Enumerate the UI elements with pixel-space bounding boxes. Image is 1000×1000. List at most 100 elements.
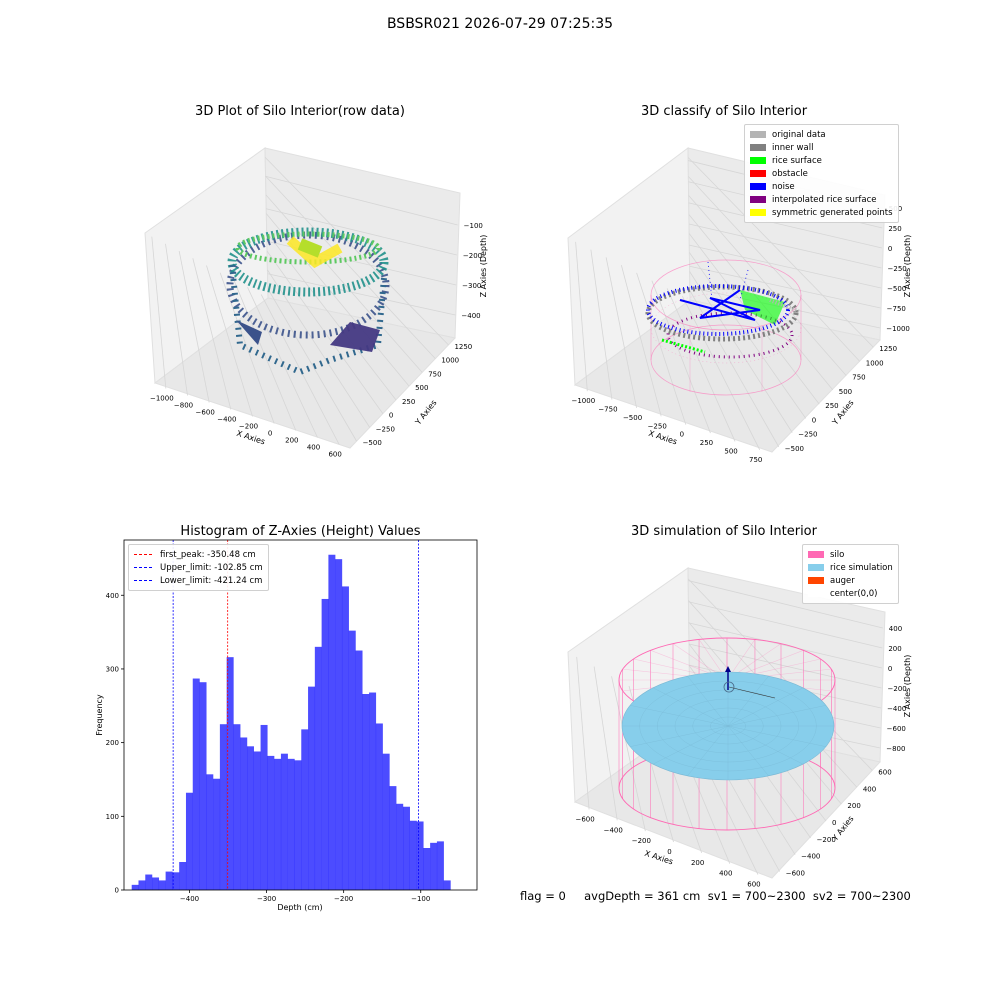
histogram-xtick-label: −400 <box>180 895 199 903</box>
histogram-bar <box>152 877 160 890</box>
simulation-legend: silo rice simulation auger center(0,0) <box>802 544 899 604</box>
simulation-legend-item: center(0,0) <box>808 587 893 600</box>
classify-legend-item: noise <box>750 180 893 193</box>
raw-ytick-label: 1250 <box>454 343 472 351</box>
raw-xtick-label: −400 <box>217 416 236 424</box>
histogram-bar <box>430 842 438 890</box>
classify-zlabel: Z Axies (Depth) <box>903 235 912 298</box>
simulation-legend-item: auger <box>808 574 893 587</box>
raw-ztick-label: −100 <box>464 222 483 230</box>
classify-xtick-label: 250 <box>700 439 713 447</box>
histogram-bar <box>355 650 363 890</box>
simulation-legend-item: rice simulation <box>808 561 893 574</box>
simulation-ztick-label: 0 <box>888 665 892 673</box>
histogram-xtick-label: −100 <box>411 895 430 903</box>
simulation-ytick-label: 600 <box>878 768 891 776</box>
histogram-ylabel: Frequency <box>95 694 104 736</box>
classify-xtick-label: −750 <box>598 406 617 414</box>
simulation-tick-labels: −600 −400 −200 0 200 400 600 −600 −400 −200 0 200 40… <box>575 625 906 889</box>
raw-xlabel: X Axies <box>235 429 266 447</box>
simulation-xtick-label: −400 <box>604 826 623 834</box>
simulation-legend-swatch <box>808 551 824 558</box>
histogram-bars <box>131 554 451 890</box>
classify-legend-swatch <box>750 196 766 203</box>
simulation-legend-label: center(0,0) <box>830 588 878 599</box>
histogram-bar <box>233 724 241 890</box>
classify-ztick-label: 250 <box>888 225 901 233</box>
histogram-legend-line <box>134 567 152 568</box>
classify-legend: original data inner wall rice surface obsta… <box>744 124 899 223</box>
histogram-bar <box>260 724 268 890</box>
histogram-bar <box>369 692 377 890</box>
histogram-bar <box>328 554 336 890</box>
classify-3d-plot: X Axies Y Axies Z Axies (Depth) −1000−75… <box>567 147 912 464</box>
classify-ztick-label: −750 <box>887 305 906 313</box>
histogram-bar <box>185 792 193 890</box>
histogram-bar <box>145 874 153 890</box>
classify-legend-label: original data <box>772 129 826 140</box>
simulation-zlabel: Z Axies (Depth) <box>903 655 912 718</box>
histogram-bar <box>348 630 356 890</box>
classify-legend-swatch <box>750 157 766 164</box>
raw-plot-title: 3D Plot of Silo Interior(row data) <box>195 104 405 119</box>
histogram-bar <box>131 884 139 890</box>
simulation-ztick-label: −200 <box>888 685 907 693</box>
simulation-ytick-label: 400 <box>863 785 876 793</box>
raw-point-cloud <box>226 227 390 376</box>
classify-xtick-label: 500 <box>724 447 737 455</box>
classify-ytick-label: −250 <box>798 431 817 439</box>
histogram-legend-label: Lower_limit: -421.24 cm <box>160 575 263 586</box>
histogram-bar <box>199 682 207 890</box>
histogram-bar <box>138 880 146 890</box>
classify-ytick-label: 750 <box>852 374 865 382</box>
histogram-bar <box>280 753 288 890</box>
histogram-bar <box>219 724 227 890</box>
classify-ytick-label: 0 <box>812 416 816 424</box>
histogram-bar <box>436 841 444 890</box>
histogram-bar <box>301 729 309 890</box>
simulation-plot-title: 3D simulation of Silo Interior <box>631 524 817 539</box>
histogram-title: Histogram of Z-Axies (Height) Values <box>180 524 421 539</box>
raw-xtick-label: −200 <box>239 423 258 431</box>
simulation-legend-label: rice simulation <box>830 562 893 573</box>
histogram-ytick-label: 0 <box>115 887 119 895</box>
histogram-legend: first_peak: -350.48 cm Upper_limit: -102.… <box>128 544 269 591</box>
raw-ytick-label: 750 <box>428 370 441 378</box>
histogram-xtick-label: −300 <box>257 895 276 903</box>
classify-legend-item: original data <box>750 128 893 141</box>
raw-3d-plot: X Axies Y Axies Z Axies (Depth) −1000−80… <box>144 147 488 459</box>
simulation-legend-label: silo <box>830 549 845 560</box>
simulation-ytick-label: −600 <box>786 870 805 878</box>
classify-legend-swatch <box>750 183 766 190</box>
raw-xtick-label: −1000 <box>150 395 174 403</box>
classify-ztick-label: −250 <box>888 265 907 273</box>
raw-xtick-label: 0 <box>268 430 272 438</box>
histogram-bar <box>253 751 261 890</box>
histogram-bar <box>403 806 410 890</box>
raw-ytick-label: 1000 <box>441 357 459 365</box>
histogram-ytick-label: 300 <box>106 665 119 673</box>
raw-tick-labels: −1000−800−600−400−2000200400600−500−2500… <box>150 222 483 459</box>
classify-xtick-label: −500 <box>623 414 642 422</box>
histogram-bar <box>294 760 302 890</box>
simulation-legend-swatch <box>808 590 824 597</box>
histogram-bar <box>274 758 282 890</box>
simulation-legend-item: silo <box>808 548 893 561</box>
simulation-ztick-label: 400 <box>889 625 902 633</box>
raw-ztick-label: −200 <box>463 252 482 260</box>
raw-ytick-label: −250 <box>376 425 395 433</box>
histogram-frame <box>123 539 478 891</box>
classify-legend-label: interpolated rice surface <box>772 194 877 205</box>
classify-legend-swatch <box>750 144 766 151</box>
histogram-bar <box>389 786 397 890</box>
classify-legend-item: interpolated rice surface <box>750 193 893 206</box>
simulation-ztick-label: 200 <box>888 645 901 653</box>
histogram-bar <box>226 657 234 890</box>
histogram-ticks: −400 −300 −200 −100 0 100 200 300 400 <box>106 592 431 903</box>
histogram-bar <box>396 803 404 890</box>
classify-xtick-label: 0 <box>680 431 684 439</box>
simulation-3d-plot: X Axies Y Axies Z Axies (Depth) −600−400… <box>567 567 912 889</box>
histogram-bar <box>335 559 343 890</box>
raw-ytick-label: 500 <box>415 384 428 392</box>
histogram-bar <box>213 778 221 890</box>
